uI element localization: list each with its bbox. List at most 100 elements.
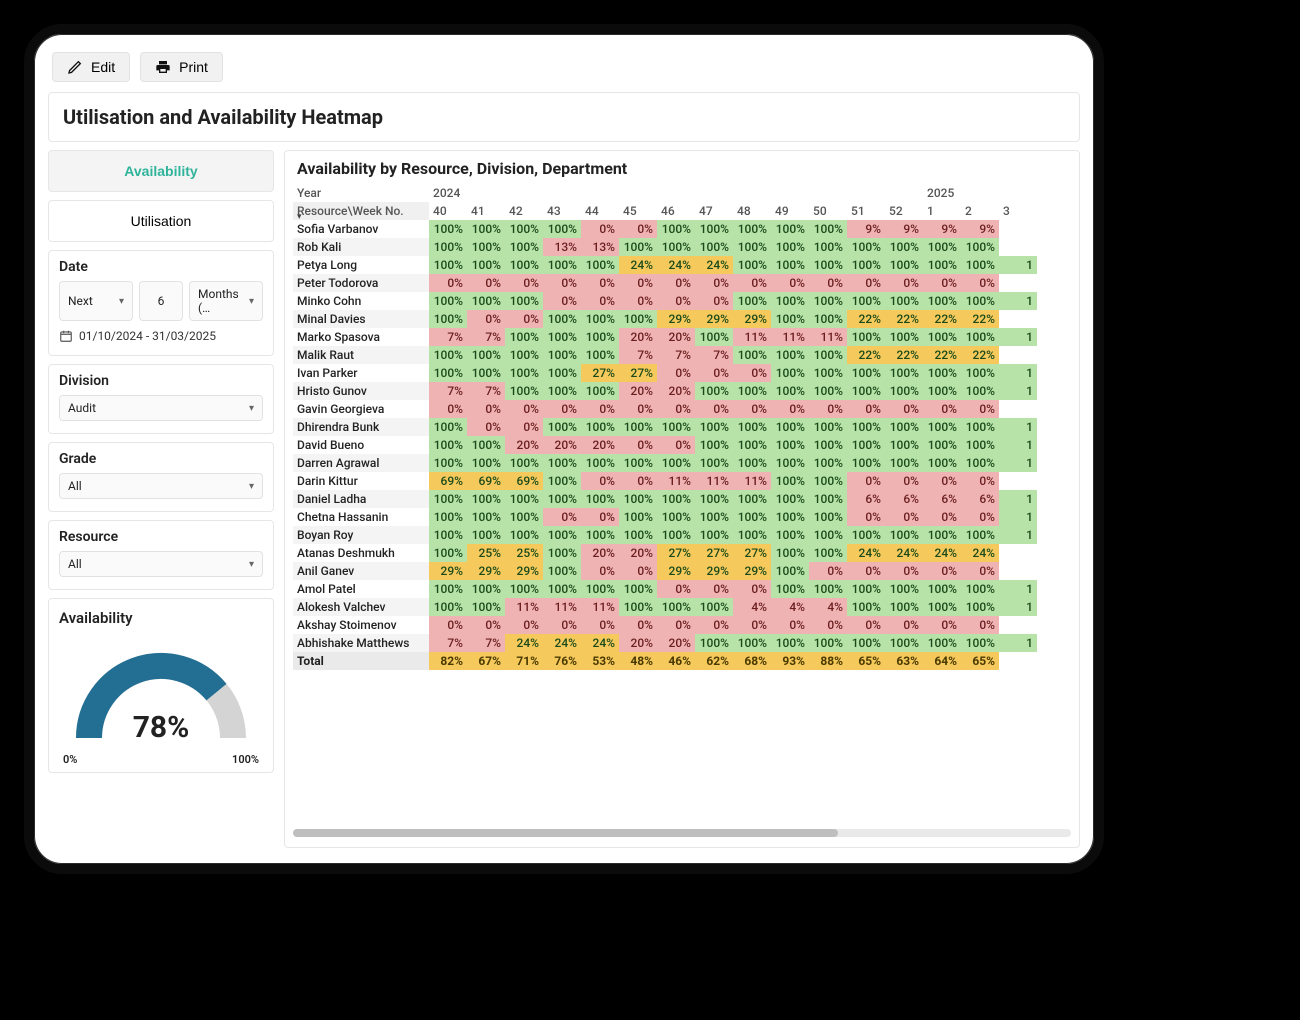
- heatmap-cell[interactable]: 1: [999, 634, 1037, 652]
- heatmap-cell[interactable]: 11%: [543, 598, 581, 616]
- header-week[interactable]: 50: [809, 202, 847, 220]
- heatmap-cell[interactable]: 100%: [771, 562, 809, 580]
- heatmap-cell[interactable]: 0%: [847, 508, 885, 526]
- heatmap-cell[interactable]: 100%: [581, 526, 619, 544]
- heatmap-cell[interactable]: 100%: [733, 436, 771, 454]
- header-week[interactable]: 42: [505, 202, 543, 220]
- heatmap-cell[interactable]: 100%: [695, 418, 733, 436]
- heatmap-cell[interactable]: 100%: [809, 472, 847, 490]
- heatmap-cell[interactable]: 0%: [809, 562, 847, 580]
- row-name[interactable]: Daniel Ladha: [293, 490, 429, 508]
- heatmap-cell[interactable]: 100%: [961, 436, 999, 454]
- heatmap-cell[interactable]: 25%: [467, 544, 505, 562]
- heatmap-cell[interactable]: 0%: [467, 400, 505, 418]
- heatmap-cell[interactable]: 100%: [695, 436, 733, 454]
- heatmap-cell[interactable]: 100%: [847, 238, 885, 256]
- heatmap-cell[interactable]: 100%: [923, 598, 961, 616]
- heatmap-cell[interactable]: 100%: [809, 418, 847, 436]
- heatmap-cell[interactable]: 0%: [581, 274, 619, 292]
- heatmap-cell[interactable]: 100%: [695, 634, 733, 652]
- heatmap-cell[interactable]: 0%: [695, 580, 733, 598]
- heatmap-cell[interactable]: 29%: [657, 310, 695, 328]
- heatmap-cell[interactable]: 100%: [771, 256, 809, 274]
- heatmap-cell[interactable]: 11%: [733, 472, 771, 490]
- heatmap-cell[interactable]: 100%: [467, 598, 505, 616]
- heatmap-cell[interactable]: 100%: [657, 238, 695, 256]
- heatmap-cell[interactable]: 100%: [809, 256, 847, 274]
- heatmap-cell[interactable]: [999, 346, 1037, 364]
- heatmap-cell[interactable]: 29%: [467, 562, 505, 580]
- edit-button[interactable]: Edit: [52, 52, 130, 82]
- row-name[interactable]: Darren Agrawal: [293, 454, 429, 472]
- heatmap-cell[interactable]: 64%: [923, 652, 961, 670]
- heatmap-cell[interactable]: 24%: [961, 544, 999, 562]
- heatmap-cell[interactable]: 100%: [429, 310, 467, 328]
- heatmap-cell[interactable]: 100%: [543, 562, 581, 580]
- heatmap-cell[interactable]: 46%: [657, 652, 695, 670]
- heatmap-cell[interactable]: 11%: [581, 598, 619, 616]
- heatmap-cell[interactable]: 0%: [581, 508, 619, 526]
- heatmap-cell[interactable]: 7%: [619, 346, 657, 364]
- heatmap-cell[interactable]: 100%: [505, 490, 543, 508]
- row-name[interactable]: David Bueno: [293, 436, 429, 454]
- heatmap-cell[interactable]: 22%: [961, 310, 999, 328]
- heatmap-cell[interactable]: 24%: [581, 634, 619, 652]
- heatmap-cell[interactable]: 0%: [733, 616, 771, 634]
- heatmap-cell[interactable]: 0%: [923, 400, 961, 418]
- heatmap-cell[interactable]: 29%: [657, 562, 695, 580]
- heatmap-cell[interactable]: 7%: [467, 634, 505, 652]
- heatmap-cell[interactable]: 22%: [885, 346, 923, 364]
- heatmap-cell[interactable]: 100%: [467, 238, 505, 256]
- heatmap-cell[interactable]: 0%: [885, 508, 923, 526]
- heatmap-cell[interactable]: 100%: [429, 454, 467, 472]
- heatmap-cell[interactable]: 100%: [505, 508, 543, 526]
- row-name[interactable]: Akshay Stoimenov: [293, 616, 429, 634]
- heatmap-cell[interactable]: 0%: [657, 436, 695, 454]
- heatmap-cell[interactable]: 100%: [733, 346, 771, 364]
- heatmap-cell[interactable]: 100%: [543, 382, 581, 400]
- heatmap-cell[interactable]: 100%: [429, 544, 467, 562]
- heatmap-cell[interactable]: 100%: [809, 310, 847, 328]
- heatmap-cell[interactable]: 100%: [771, 346, 809, 364]
- heatmap-cell[interactable]: 100%: [885, 454, 923, 472]
- heatmap-cell[interactable]: 100%: [809, 292, 847, 310]
- row-name[interactable]: Boyan Roy: [293, 526, 429, 544]
- heatmap-cell[interactable]: 4%: [771, 598, 809, 616]
- heatmap-cell[interactable]: [999, 220, 1037, 238]
- heatmap-cell[interactable]: 100%: [429, 598, 467, 616]
- heatmap-cell[interactable]: 7%: [695, 346, 733, 364]
- heatmap-cell[interactable]: 100%: [847, 256, 885, 274]
- heatmap-cell[interactable]: 0%: [733, 274, 771, 292]
- heatmap-cell[interactable]: 63%: [885, 652, 923, 670]
- heatmap-cell[interactable]: 100%: [657, 490, 695, 508]
- heatmap-cell[interactable]: 0%: [809, 274, 847, 292]
- heatmap-cell[interactable]: 11%: [809, 328, 847, 346]
- row-name[interactable]: Abhishake Matthews: [293, 634, 429, 652]
- heatmap-cell[interactable]: 100%: [771, 454, 809, 472]
- heatmap-cell[interactable]: 100%: [619, 526, 657, 544]
- heatmap-cell[interactable]: 100%: [961, 418, 999, 436]
- heatmap-cell[interactable]: 100%: [847, 382, 885, 400]
- heatmap-cell[interactable]: 100%: [543, 454, 581, 472]
- header-week[interactable]: 40: [429, 202, 467, 220]
- heatmap-cell[interactable]: 100%: [543, 346, 581, 364]
- heatmap-cell[interactable]: 100%: [809, 634, 847, 652]
- heatmap-cell[interactable]: 67%: [467, 652, 505, 670]
- heatmap-cell[interactable]: 0%: [961, 562, 999, 580]
- heatmap-cell[interactable]: 0%: [961, 472, 999, 490]
- heatmap-cell[interactable]: 20%: [619, 544, 657, 562]
- heatmap-cell[interactable]: 0%: [961, 616, 999, 634]
- heatmap-cell[interactable]: 100%: [619, 490, 657, 508]
- heatmap-cell[interactable]: 0%: [771, 616, 809, 634]
- heatmap-cell[interactable]: 100%: [619, 508, 657, 526]
- heatmap-cell[interactable]: 0%: [733, 400, 771, 418]
- heatmap-cell[interactable]: 100%: [581, 490, 619, 508]
- row-name[interactable]: Gavin Georgieva: [293, 400, 429, 418]
- heatmap-cell[interactable]: 100%: [809, 544, 847, 562]
- print-button[interactable]: Print: [140, 52, 223, 82]
- scrollbar-thumb[interactable]: [293, 829, 838, 837]
- heatmap-cell[interactable]: 100%: [847, 598, 885, 616]
- heatmap-cell[interactable]: 0%: [429, 616, 467, 634]
- heatmap-cell[interactable]: 68%: [733, 652, 771, 670]
- heatmap-cell[interactable]: 93%: [771, 652, 809, 670]
